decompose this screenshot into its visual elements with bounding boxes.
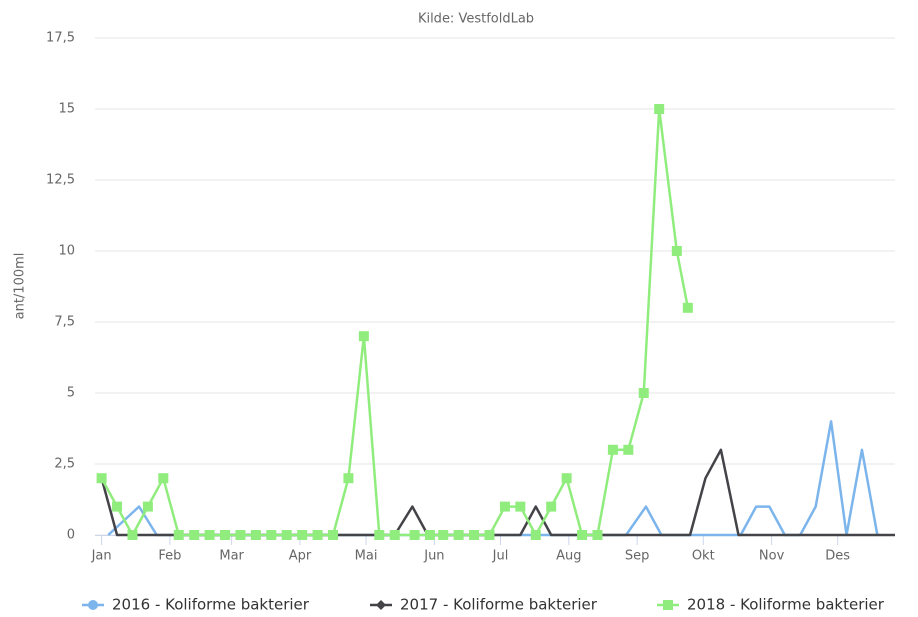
legend-symbol [376, 600, 386, 610]
point [577, 530, 588, 540]
point [424, 530, 435, 540]
y-tick-label: 0 [67, 528, 75, 543]
legend-symbol [663, 600, 673, 610]
point [409, 530, 420, 540]
legend-label: 2016 - Koliforme bakterier [112, 596, 310, 614]
point [220, 530, 231, 540]
point [204, 530, 215, 540]
point [312, 530, 323, 540]
legend-item[interactable]: 2017 - Koliforme bakterier [370, 596, 598, 614]
legend-item[interactable]: 2018 - Koliforme bakterier [657, 596, 885, 614]
point [112, 501, 123, 512]
y-axis-label: ant/100ml [13, 253, 28, 320]
point [546, 501, 557, 512]
point [389, 530, 400, 540]
x-tick-label: Aug [556, 549, 581, 564]
x-tick-label: Nov [759, 549, 785, 564]
x-tick-label: Okt [692, 549, 715, 564]
point [266, 530, 277, 540]
x-tick-label: Feb [158, 549, 181, 564]
y-tick-label: 2,5 [54, 457, 75, 472]
x-tick-label: Jun [423, 549, 444, 564]
point [142, 501, 153, 512]
legend-item[interactable]: 2016 - Koliforme bakterier [82, 596, 310, 614]
x-tick-label: Jul [492, 549, 509, 564]
series-line [107, 420, 879, 537]
x-tick-label: Mar [219, 549, 244, 564]
x-tick-label: Mai [355, 549, 378, 564]
y-tick-label: 5 [67, 386, 75, 401]
point [189, 530, 200, 540]
point [96, 473, 107, 484]
point [561, 473, 572, 484]
point [281, 530, 292, 540]
point [328, 530, 339, 540]
point [607, 444, 618, 455]
point [515, 501, 526, 512]
y-tick-label: 15 [58, 102, 75, 117]
point [623, 444, 634, 455]
x-tick-label: Des [825, 549, 850, 564]
point [358, 331, 369, 342]
point [484, 530, 495, 540]
legend-label: 2018 - Koliforme bakterier [687, 596, 885, 614]
point [235, 530, 246, 540]
y-tick-label: 12,5 [46, 173, 75, 188]
y-tick-label: 7,5 [54, 315, 75, 330]
legend-symbol [88, 600, 98, 610]
y-tick-label: 17,5 [46, 31, 75, 46]
point [343, 473, 354, 484]
x-tick-label: Jan [91, 549, 112, 564]
point [469, 530, 480, 540]
point [499, 501, 510, 512]
point [654, 104, 665, 114]
point [638, 388, 649, 398]
point [438, 530, 449, 540]
point [592, 530, 603, 540]
y-tick-label: 10 [58, 244, 75, 259]
point [250, 530, 261, 540]
point [173, 530, 184, 540]
x-tick-label: Sep [625, 549, 650, 564]
legend-label: 2017 - Koliforme bakterier [400, 596, 598, 614]
point [671, 246, 682, 256]
x-tick-label: Apr [289, 549, 312, 564]
point [127, 530, 138, 540]
point [158, 473, 169, 484]
point [530, 530, 541, 540]
chart-title: Kilde: VestfoldLab [418, 12, 534, 27]
point [374, 530, 385, 540]
series-line [100, 448, 895, 537]
point [297, 530, 308, 540]
point [453, 530, 464, 540]
point [682, 302, 693, 313]
